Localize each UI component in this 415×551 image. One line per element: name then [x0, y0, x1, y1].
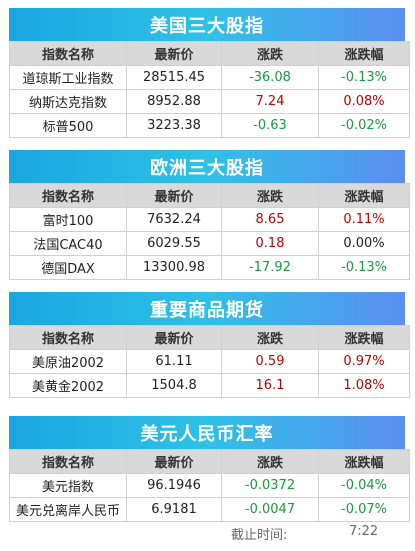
row-price: 1504.8	[126, 373, 222, 398]
section-commodities: 重要商品期货 指数名称 最新价 涨跌 涨跌幅 美原油2002 61.11 0.5…	[9, 292, 410, 398]
column-header-name: 指数名称	[9, 325, 127, 350]
row-price: 28515.45	[126, 65, 222, 90]
row-change: 7.24	[221, 89, 319, 114]
row-price: 6029.55	[126, 231, 222, 256]
column-header-price: 最新价	[126, 41, 222, 66]
table-row: 法国CAC40 6029.55 0.18 0.00%	[9, 231, 410, 256]
row-name: 美黄金2002	[9, 373, 127, 398]
section-title: 重要商品期货	[9, 292, 405, 325]
row-price: 8952.88	[126, 89, 222, 114]
table-header-row: 指数名称 最新价 涨跌 涨跌幅	[9, 183, 410, 208]
row-price: 96.1946	[126, 473, 222, 498]
table-header-row: 指数名称 最新价 涨跌 涨跌幅	[9, 325, 410, 350]
column-header-name: 指数名称	[9, 41, 127, 66]
row-change: -0.63	[221, 113, 319, 138]
quote-table: 指数名称 最新价 涨跌 涨跌幅 道琼斯工业指数 28515.45 -36.08 …	[9, 41, 410, 138]
row-price: 61.11	[126, 349, 222, 374]
section-title: 美元人民币汇率	[9, 416, 405, 449]
column-header-change: 涨跌	[221, 41, 319, 66]
row-price: 3223.38	[126, 113, 222, 138]
row-change: 8.65	[221, 207, 319, 232]
table-row: 道琼斯工业指数 28515.45 -36.08 -0.13%	[9, 65, 410, 90]
row-change: -0.0372	[221, 473, 319, 498]
row-price: 7632.24	[126, 207, 222, 232]
row-price: 13300.98	[126, 255, 222, 280]
column-header-price: 最新价	[126, 449, 222, 474]
row-name: 富时100	[9, 207, 127, 232]
table-row: 美元指数 96.1946 -0.0372 -0.04%	[9, 473, 410, 498]
column-header-pct: 涨跌幅	[318, 41, 410, 66]
update-time-label: 截止时间:	[231, 528, 288, 543]
row-pct: -0.13%	[318, 255, 410, 280]
quote-table: 指数名称 最新价 涨跌 涨跌幅 富时100 7632.24 8.65 0.11%…	[9, 183, 410, 280]
row-name: 法国CAC40	[9, 231, 127, 256]
table-header-row: 指数名称 最新价 涨跌 涨跌幅	[9, 449, 410, 474]
row-change: -17.92	[221, 255, 319, 280]
table-row: 标普500 3223.38 -0.63 -0.02%	[9, 113, 410, 138]
row-name: 德国DAX	[9, 255, 127, 280]
row-pct: -0.13%	[318, 65, 410, 90]
row-pct: -0.07%	[318, 497, 410, 522]
section-title: 美国三大股指	[9, 8, 405, 41]
table-row: 富时100 7632.24 8.65 0.11%	[9, 207, 410, 232]
quote-table: 指数名称 最新价 涨跌 涨跌幅 美元指数 96.1946 -0.0372 -0.…	[9, 449, 410, 522]
row-name: 道琼斯工业指数	[9, 65, 127, 90]
table-row: 德国DAX 13300.98 -17.92 -0.13%	[9, 255, 410, 280]
row-change: 0.59	[221, 349, 319, 374]
column-header-pct: 涨跌幅	[318, 183, 410, 208]
table-row: 美元兑离岸人民币 6.9181 -0.0047 -0.07%	[9, 497, 410, 522]
row-pct: 0.97%	[318, 349, 410, 374]
row-pct: 0.08%	[318, 89, 410, 114]
column-header-price: 最新价	[126, 325, 222, 350]
section-eu-indices: 欧洲三大股指 指数名称 最新价 涨跌 涨跌幅 富时100 7632.24 8.6…	[9, 150, 410, 280]
row-pct: -0.02%	[318, 113, 410, 138]
column-header-change: 涨跌	[221, 325, 319, 350]
row-name: 纳斯达克指数	[9, 89, 127, 114]
row-change: -0.0047	[221, 497, 319, 522]
update-time-value: 7:22	[349, 524, 379, 539]
row-name: 美元指数	[9, 473, 127, 498]
column-header-price: 最新价	[126, 183, 222, 208]
row-price: 6.9181	[126, 497, 222, 522]
row-pct: -0.04%	[318, 473, 410, 498]
column-header-change: 涨跌	[221, 183, 319, 208]
row-change: -36.08	[221, 65, 319, 90]
row-pct: 0.00%	[318, 231, 410, 256]
section-usd-cny: 美元人民币汇率 指数名称 最新价 涨跌 涨跌幅 美元指数 96.1946 -0.…	[9, 416, 410, 522]
section-title: 欧洲三大股指	[9, 150, 405, 183]
table-row: 纳斯达克指数 8952.88 7.24 0.08%	[9, 89, 410, 114]
column-header-name: 指数名称	[9, 183, 127, 208]
table-row: 美原油2002 61.11 0.59 0.97%	[9, 349, 410, 374]
row-change: 0.18	[221, 231, 319, 256]
column-header-pct: 涨跌幅	[318, 449, 410, 474]
section-us-indices: 美国三大股指 指数名称 最新价 涨跌 涨跌幅 道琼斯工业指数 28515.45 …	[9, 8, 410, 138]
row-name: 美原油2002	[9, 349, 127, 374]
row-pct: 1.08%	[318, 373, 410, 398]
quote-table: 指数名称 最新价 涨跌 涨跌幅 美原油2002 61.11 0.59 0.97%…	[9, 325, 410, 398]
column-header-name: 指数名称	[9, 449, 127, 474]
update-time: 截止时间: 7:22	[9, 522, 405, 543]
table-header-row: 指数名称 最新价 涨跌 涨跌幅	[9, 41, 410, 66]
row-name: 标普500	[9, 113, 127, 138]
column-header-pct: 涨跌幅	[318, 325, 410, 350]
row-pct: 0.11%	[318, 207, 410, 232]
table-row: 美黄金2002 1504.8 16.1 1.08%	[9, 373, 410, 398]
row-name: 美元兑离岸人民币	[9, 497, 127, 522]
row-change: 16.1	[221, 373, 319, 398]
column-header-change: 涨跌	[221, 449, 319, 474]
